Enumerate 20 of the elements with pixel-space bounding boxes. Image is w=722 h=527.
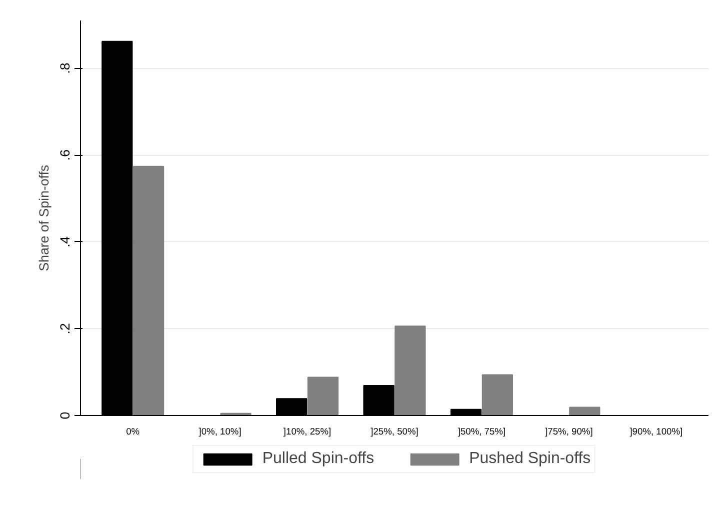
bar [132,166,164,416]
x-tick-label: ]10%, 25%] [283,426,332,436]
legend-label: Pulled Spin-offs [262,450,374,468]
x-tick-label: ]0%, 10%] [198,426,242,436]
x-tick-label: ]90%, 100%] [630,426,683,436]
legend-label: Pushed Spin-offs [469,450,591,468]
y-tick-label: .6 [58,149,72,161]
bar [307,376,339,416]
y-tick-label: .4 [58,236,72,248]
y-tick-label: .8 [58,62,72,74]
bar [482,374,513,416]
y-tick-label: 0 [58,412,72,420]
bar [569,406,600,416]
x-tick-label: ]50%, 75%] [458,426,506,436]
y-axis-title: Share of Spin-offs [36,164,52,272]
x-tick-label: ]25%, 50%] [370,426,418,436]
y-tick-label: .2 [58,323,72,334]
bar [394,326,426,416]
x-tick-label: ]75%, 90%] [545,426,593,436]
x-tick-label: 0% [126,426,140,436]
